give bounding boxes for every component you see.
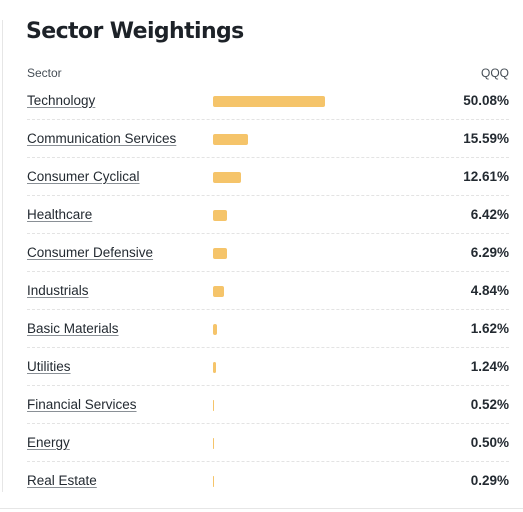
sector-row: Consumer Defensive 6.29% bbox=[27, 234, 509, 272]
sector-link[interactable]: Utilities bbox=[27, 359, 71, 374]
weight-percent: 12.61% bbox=[463, 169, 509, 184]
sector-link[interactable]: Financial Services bbox=[27, 397, 137, 412]
weight-percent: 1.62% bbox=[470, 321, 509, 336]
sector-row: Industrials 4.84% bbox=[27, 272, 509, 310]
weight-bar bbox=[213, 362, 216, 373]
sector-link[interactable]: Healthcare bbox=[27, 207, 93, 222]
sector-link[interactable]: Consumer Defensive bbox=[27, 245, 154, 260]
sector-row: Communication Services 15.59% bbox=[27, 120, 509, 158]
weight-bar bbox=[213, 476, 214, 487]
section-title: Sector Weightings bbox=[26, 19, 244, 44]
sector-link[interactable]: Real Estate bbox=[27, 473, 97, 488]
weight-bar-track bbox=[213, 96, 437, 107]
sector-link[interactable]: Energy bbox=[27, 435, 70, 450]
left-divider bbox=[2, 20, 3, 492]
weight-bar-track bbox=[213, 400, 437, 411]
weight-percent: 6.29% bbox=[470, 245, 509, 260]
weight-bar-track bbox=[213, 324, 437, 335]
weight-bar bbox=[213, 134, 248, 145]
sector-link[interactable]: Communication Services bbox=[27, 131, 177, 146]
weight-percent: 0.29% bbox=[470, 473, 509, 488]
sector-link[interactable]: Basic Materials bbox=[27, 321, 119, 336]
column-header-sector: Sector bbox=[27, 66, 62, 80]
sector-list: Technology 50.08% Communication Services 15… bbox=[27, 82, 509, 499]
weight-bar-track bbox=[213, 362, 437, 373]
sector-row: Healthcare 6.42% bbox=[27, 196, 509, 234]
weight-percent: 15.59% bbox=[463, 131, 509, 146]
weight-bar bbox=[213, 96, 326, 107]
sector-row: Technology 50.08% bbox=[27, 82, 509, 120]
weight-percent: 1.24% bbox=[470, 359, 509, 374]
weight-bar-track bbox=[213, 476, 437, 487]
weight-percent: 4.84% bbox=[470, 283, 509, 298]
sector-row: Utilities 1.24% bbox=[27, 348, 509, 386]
weight-percent: 50.08% bbox=[463, 93, 509, 108]
sector-row: Consumer Cyclical 12.61% bbox=[27, 158, 509, 196]
sector-link[interactable]: Industrials bbox=[27, 283, 89, 298]
weight-bar bbox=[213, 324, 217, 335]
sector-row: Financial Services 0.52% bbox=[27, 386, 509, 424]
weight-percent: 0.52% bbox=[470, 397, 509, 412]
weight-bar-track bbox=[213, 286, 437, 297]
weight-bar bbox=[213, 210, 228, 221]
weight-bar-track bbox=[213, 210, 437, 221]
sector-row: Basic Materials 1.62% bbox=[27, 310, 509, 348]
column-header-fund: QQQ bbox=[480, 66, 509, 80]
weight-percent: 0.50% bbox=[470, 435, 509, 450]
weight-bar-track bbox=[213, 438, 437, 449]
weight-bar-track bbox=[213, 248, 437, 259]
weight-bar bbox=[213, 286, 224, 297]
bottom-divider bbox=[0, 508, 523, 509]
weight-percent: 6.42% bbox=[470, 207, 509, 222]
sector-link[interactable]: Consumer Cyclical bbox=[27, 169, 140, 184]
weight-bar bbox=[213, 438, 215, 449]
sector-link[interactable]: Technology bbox=[27, 93, 96, 108]
weight-bar bbox=[213, 400, 215, 411]
weight-bar bbox=[213, 172, 242, 183]
sector-row: Energy 0.50% bbox=[27, 424, 509, 462]
weight-bar bbox=[213, 248, 228, 259]
sector-row: Real Estate 0.29% bbox=[27, 462, 509, 499]
weight-bar-track bbox=[213, 172, 437, 183]
weight-bar-track bbox=[213, 134, 437, 145]
